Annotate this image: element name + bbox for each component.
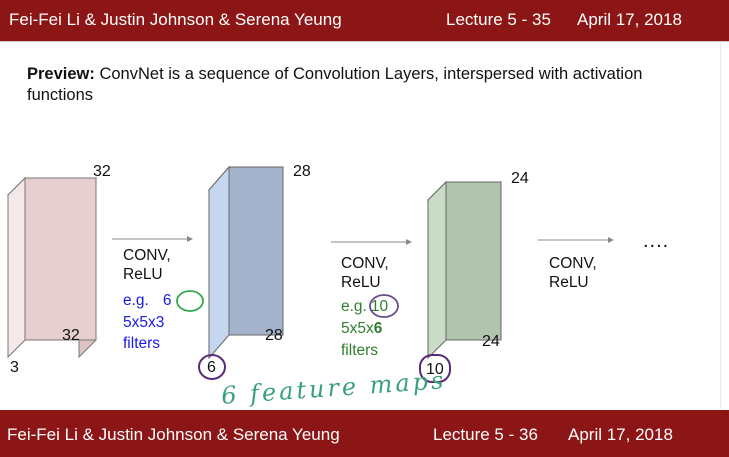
footer-date: April 17, 2018 (568, 425, 673, 444)
volume-input (6, 176, 98, 359)
step1-filter: 5x5x3 (123, 314, 165, 331)
step3-op: CONV, (549, 255, 597, 272)
preview-bold: Preview: (27, 65, 95, 83)
step1-eg-label: e.g. (123, 292, 149, 309)
step3-act: ReLU (549, 274, 589, 291)
preview-body: ConvNet is a sequence of Convolution Lay… (27, 65, 643, 104)
step2-filter-bold: 6 (373, 320, 383, 337)
vol3-depth: 10 (426, 361, 444, 378)
vol2-width: 28 (293, 163, 311, 180)
arrow-1 (112, 236, 193, 242)
step2-eg-label: e.g. (341, 298, 367, 315)
circle-depth-10 (419, 354, 451, 383)
arrow-3 (538, 237, 614, 243)
step1-num: 6 (162, 292, 172, 309)
vol2-depth: 6 (207, 359, 216, 376)
step1-op: CONV, (123, 247, 171, 264)
step2-filter: 5x5x6 (341, 319, 382, 338)
step2-act: ReLU (341, 274, 381, 291)
header-lecture: Lecture 5 - 35 (446, 10, 551, 29)
vol3-width: 24 (511, 170, 529, 187)
vol1-width: 32 (93, 163, 111, 180)
step2-num: 10 (370, 298, 389, 315)
step2-filter-prefix: 5x5x (341, 320, 374, 337)
preview-text: Preview: ConvNet is a sequence of Convol… (27, 64, 707, 106)
header-bar: Fei-Fei Li & Justin Johnson & Serena Yeu… (0, 0, 729, 42)
circle-six (176, 290, 204, 312)
ellipsis: .... (643, 230, 670, 252)
step2-filters-word: filters (341, 342, 379, 359)
step1-eg: e.g. 6 (123, 291, 171, 310)
header-authors: Fei-Fei Li & Justin Johnson & Serena Yeu… (9, 10, 342, 29)
vol3-height: 24 (482, 333, 500, 350)
arrow-2 (331, 239, 412, 245)
step2-eg: e.g. 10 (341, 297, 388, 316)
step2-op: CONV, (341, 255, 389, 272)
slide-edge (720, 42, 729, 409)
footer-authors: Fei-Fei Li & Justin Johnson & Serena Yeu… (7, 425, 340, 444)
circle-depth-6 (198, 354, 226, 380)
footer-lecture: Lecture 5 - 36 (433, 425, 538, 444)
header-date: April 17, 2018 (577, 10, 682, 29)
volume-conv2 (426, 180, 503, 360)
step1-filters-word: filters (123, 335, 161, 352)
volume-conv1 (207, 165, 285, 360)
step1-act: ReLU (123, 266, 163, 283)
footer-bar: Fei-Fei Li & Justin Johnson & Serena Yeu… (0, 410, 729, 457)
vol2-height: 28 (265, 327, 283, 344)
vol1-depth: 3 (10, 359, 19, 376)
vol1-height: 32 (62, 327, 80, 344)
circle-ten (369, 294, 399, 318)
